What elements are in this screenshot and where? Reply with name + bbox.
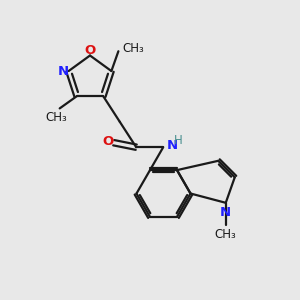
Text: N: N — [220, 206, 231, 219]
Text: N: N — [58, 64, 69, 77]
Text: CH₃: CH₃ — [46, 111, 68, 124]
Text: H: H — [174, 134, 183, 147]
Text: CH₃: CH₃ — [122, 42, 144, 55]
Text: O: O — [102, 135, 113, 148]
Text: O: O — [84, 44, 96, 57]
Text: N: N — [167, 139, 178, 152]
Text: CH₃: CH₃ — [215, 228, 237, 241]
